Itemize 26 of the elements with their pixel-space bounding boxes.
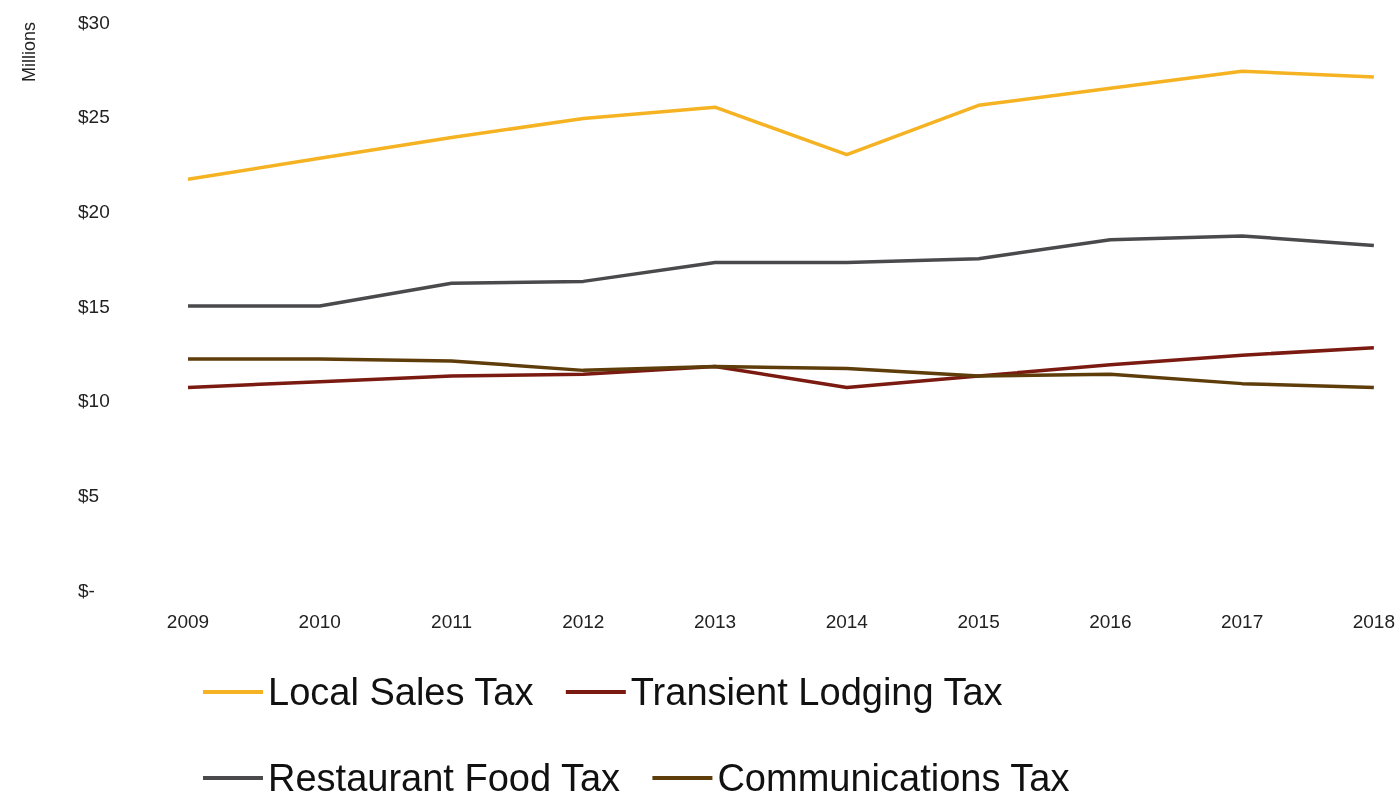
x-tick-label: 2015 bbox=[957, 611, 1000, 632]
y-tick-label: $30 bbox=[78, 11, 110, 33]
y-tick-label: $25 bbox=[78, 106, 110, 128]
y-axis-title: Millions bbox=[19, 22, 39, 83]
y-tick-label: $10 bbox=[78, 390, 110, 412]
line-series bbox=[186, 234, 1376, 308]
legend-label: Transient Lodging Tax bbox=[630, 671, 1035, 713]
y-tick-label: $15 bbox=[78, 295, 110, 317]
line-series bbox=[186, 345, 1376, 390]
x-tick-label: 2009 bbox=[166, 611, 210, 632]
legend-label: Local Sales Tax bbox=[268, 671, 566, 713]
x-tick-label: 2018 bbox=[1352, 611, 1396, 632]
y-tick-label: $5 bbox=[78, 484, 100, 506]
y-tick-label: $- bbox=[78, 579, 95, 601]
x-tick-label: 2011 bbox=[431, 611, 472, 632]
legend-label: Restaurant Food Tax bbox=[268, 757, 652, 795]
line-series bbox=[186, 357, 1376, 390]
x-tick-label: 2010 bbox=[298, 611, 341, 632]
x-tick-label: 2012 bbox=[562, 611, 605, 632]
y-tick-label: $20 bbox=[78, 200, 110, 222]
x-tick-label: 2016 bbox=[1089, 611, 1132, 632]
line-series bbox=[186, 69, 1376, 181]
x-tick-label: 2013 bbox=[693, 611, 737, 632]
x-tick-label: 2014 bbox=[825, 611, 869, 632]
legend-label: Communications Tax bbox=[717, 757, 1102, 795]
x-tick-label: 2017 bbox=[1220, 611, 1264, 632]
